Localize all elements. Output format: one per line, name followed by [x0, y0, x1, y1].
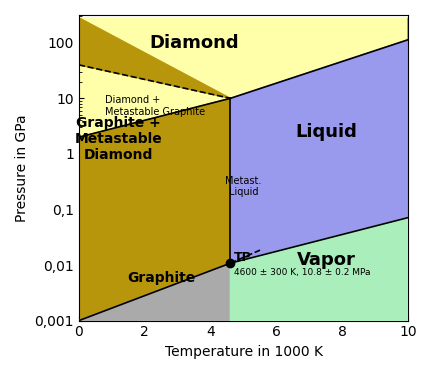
Text: Diamond +
Metastable Graphite: Diamond + Metastable Graphite: [105, 95, 205, 117]
Text: 4600 ± 300 K, 10.8 ± 0.2 MPa: 4600 ± 300 K, 10.8 ± 0.2 MPa: [234, 269, 370, 278]
Polygon shape: [79, 18, 230, 98]
X-axis label: Temperature in 1000 K: Temperature in 1000 K: [165, 345, 323, 359]
Y-axis label: Pressure in GPa: Pressure in GPa: [15, 114, 29, 222]
Text: Metast.
Liquid: Metast. Liquid: [226, 176, 262, 197]
Polygon shape: [230, 218, 408, 321]
Polygon shape: [230, 18, 408, 263]
Polygon shape: [79, 18, 408, 137]
Text: Liquid: Liquid: [295, 123, 357, 141]
Polygon shape: [79, 263, 230, 321]
Text: Graphite: Graphite: [127, 271, 195, 285]
Text: Vapor: Vapor: [296, 251, 355, 269]
Text: Diamond: Diamond: [149, 34, 239, 52]
Text: Graphite +
Metastable
Diamond: Graphite + Metastable Diamond: [75, 116, 162, 162]
Text: TP: TP: [234, 251, 251, 264]
Polygon shape: [79, 98, 230, 321]
